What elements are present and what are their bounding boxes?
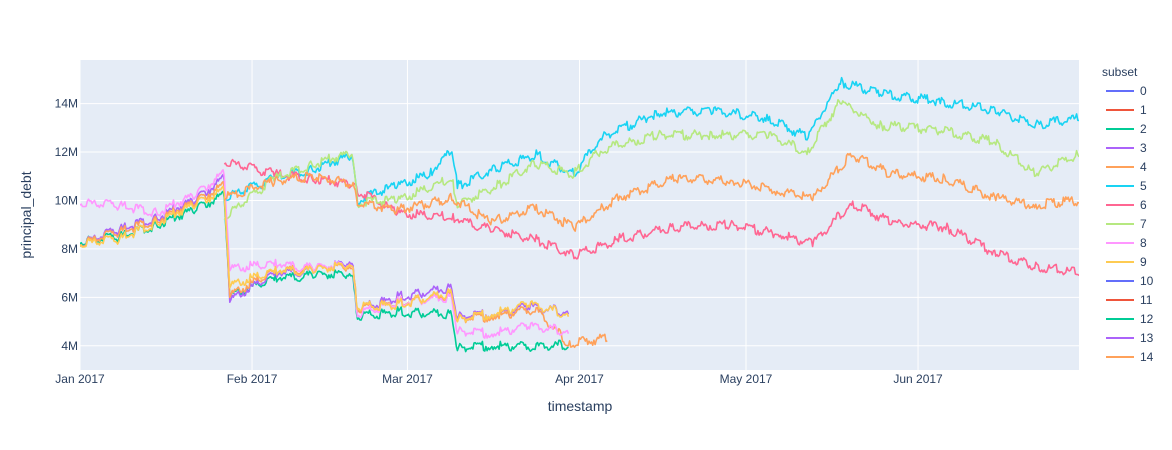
- x-tick-label: Apr 2017: [555, 372, 604, 386]
- series-line-8: [80, 169, 570, 339]
- series-line-2: [80, 190, 569, 353]
- legend-label: 8: [1140, 236, 1147, 250]
- legend-label: 13: [1140, 331, 1154, 345]
- legend-item-0[interactable]: 0: [1106, 84, 1147, 98]
- legend-item-12[interactable]: 12: [1106, 312, 1154, 326]
- x-axis-title: timestamp: [548, 398, 613, 414]
- x-tick-labels: Jan 2017 Feb 2017 Mar 2017 Apr 2017 May 2017…: [55, 372, 943, 386]
- y-tick-label: 4M: [61, 339, 78, 353]
- legend-item-1[interactable]: 1: [1106, 103, 1147, 117]
- legend-item-5[interactable]: 5: [1106, 179, 1147, 193]
- legend-label: 9: [1140, 255, 1147, 269]
- series-line-14: [223, 152, 1079, 232]
- y-tick-label: 14M: [55, 97, 78, 111]
- legend-item-2[interactable]: 2: [1106, 122, 1147, 136]
- x-tick-label: May 2017: [720, 372, 773, 386]
- y-tick-label: 8M: [61, 242, 78, 256]
- legend-item-4[interactable]: 4: [1106, 160, 1147, 174]
- legend-label: 3: [1140, 141, 1147, 155]
- legend-item-6[interactable]: 6: [1106, 198, 1147, 212]
- y-tick-labels: 4M 6M 8M 10M 12M 14M: [55, 97, 78, 353]
- x-gridlines: [79, 60, 919, 370]
- legend-label: 4: [1140, 160, 1147, 174]
- legend-label: 1: [1140, 103, 1147, 117]
- series-line-7: [223, 99, 1079, 221]
- legend-label: 12: [1140, 312, 1154, 326]
- series-line-4: [80, 180, 608, 349]
- legend-label: 0: [1140, 84, 1147, 98]
- legend-label: 14: [1140, 350, 1154, 364]
- legend-label: 10: [1140, 274, 1154, 288]
- legend-label: 7: [1140, 217, 1147, 231]
- legend-item-9[interactable]: 9: [1106, 255, 1147, 269]
- legend-item-14[interactable]: 14: [1106, 350, 1154, 364]
- y-tick-label: 6M: [61, 290, 78, 304]
- legend-title: subset: [1102, 65, 1138, 79]
- x-tick-label: Mar 2017: [382, 372, 433, 386]
- y-tick-label: 12M: [55, 145, 78, 159]
- x-tick-label: Feb 2017: [227, 372, 278, 386]
- legend-label: 2: [1140, 122, 1147, 136]
- y-gridlines: [80, 103, 1079, 347]
- x-tick-label: Jan 2017: [55, 372, 105, 386]
- legend-item-8[interactable]: 8: [1106, 236, 1147, 250]
- y-axis-title: principal_debt: [18, 171, 34, 258]
- legend-item-10[interactable]: 10: [1106, 274, 1154, 288]
- legend-item-13[interactable]: 13: [1106, 331, 1154, 345]
- legend-item-3[interactable]: 3: [1106, 141, 1147, 155]
- series-line-6: [223, 158, 1079, 277]
- legend-item-7[interactable]: 7: [1106, 217, 1147, 231]
- legend-item-11[interactable]: 11: [1106, 293, 1153, 307]
- legend-label: 6: [1140, 198, 1147, 212]
- legend-label: 5: [1140, 179, 1147, 193]
- legend-label: 11: [1140, 293, 1153, 307]
- series-lines: [80, 76, 1079, 353]
- y-tick-label: 10M: [55, 193, 78, 207]
- series-line-9: [80, 185, 570, 323]
- x-tick-label: Jun 2017: [893, 372, 943, 386]
